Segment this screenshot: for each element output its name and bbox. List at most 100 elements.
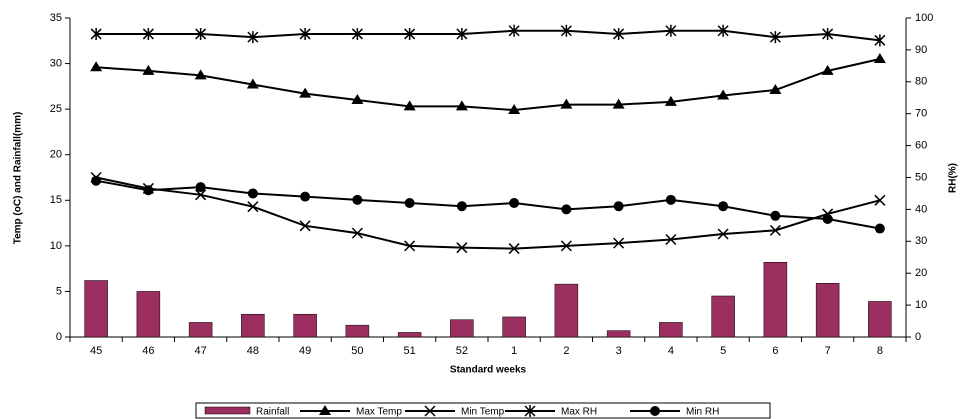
point	[664, 95, 677, 106]
x-tick-label: 2	[563, 345, 569, 357]
point	[143, 185, 154, 196]
point	[873, 53, 886, 64]
bar	[868, 301, 892, 338]
x-tick-label: 48	[247, 345, 259, 357]
point	[822, 213, 833, 224]
point	[874, 223, 885, 234]
point	[352, 194, 363, 205]
x-axis-title: Standard weeks	[450, 365, 527, 376]
point	[769, 224, 781, 236]
point	[299, 87, 312, 98]
y2-tick-label: 20	[915, 267, 927, 279]
point	[403, 100, 416, 111]
point	[142, 27, 154, 40]
legend-label: Max RH	[561, 407, 597, 418]
x-tick-label: 51	[404, 345, 416, 357]
x-tick-label: 6	[772, 345, 778, 357]
point	[300, 191, 311, 202]
x-tick-label: 5	[720, 345, 726, 357]
point	[299, 27, 311, 40]
point	[508, 243, 520, 255]
legend-marker	[650, 406, 660, 416]
point	[560, 98, 573, 109]
bar	[188, 322, 213, 338]
x-tick-label: 1	[511, 345, 517, 357]
legend-swatch	[204, 406, 251, 415]
y-tick-label: 35	[50, 12, 62, 24]
point	[247, 201, 259, 213]
y2-tick-label: 10	[915, 299, 927, 311]
x-tick-label: 50	[351, 345, 363, 357]
point	[247, 31, 259, 44]
point	[874, 194, 886, 206]
y-tick-label: 5	[56, 285, 62, 297]
y2-tick-label: 90	[915, 44, 927, 56]
y2-tick-label: 100	[915, 12, 933, 24]
y-tick-label: 15	[50, 194, 62, 206]
bar	[554, 283, 579, 338]
x-tick-label: 4	[668, 345, 674, 357]
bar	[815, 282, 840, 338]
legend-label: Min RH	[686, 407, 719, 418]
point	[246, 78, 259, 89]
bar	[397, 332, 422, 338]
bar	[136, 291, 161, 338]
point	[508, 24, 520, 37]
bar	[241, 313, 265, 338]
point	[613, 201, 624, 212]
bar	[659, 322, 683, 338]
y2-tick-label: 30	[915, 235, 927, 247]
y2-tick-label: 70	[915, 108, 927, 120]
point	[560, 24, 572, 37]
bar	[345, 324, 370, 338]
legend-marker	[524, 405, 536, 417]
point	[90, 61, 103, 72]
point	[561, 204, 572, 215]
y2-tick-label: 50	[915, 171, 927, 183]
point	[770, 210, 781, 221]
bar	[606, 330, 631, 338]
point	[90, 27, 102, 40]
legend-marker	[319, 405, 331, 415]
point	[560, 240, 572, 252]
y-tick-label: 30	[50, 57, 62, 69]
point	[194, 69, 207, 80]
x-tick-label: 45	[90, 345, 102, 357]
point	[456, 242, 468, 254]
point	[404, 27, 416, 40]
x-tick-label: 49	[299, 345, 311, 357]
bar	[84, 280, 108, 338]
x-tick-label: 47	[195, 345, 207, 357]
point	[404, 198, 415, 209]
point	[769, 84, 782, 95]
series-line	[96, 58, 881, 112]
x-tick-label: 8	[877, 345, 883, 357]
point	[665, 194, 676, 205]
y-axis-title: Temp (oC) and Rainfall(mm)	[13, 112, 24, 245]
point	[822, 27, 834, 40]
bar	[450, 319, 474, 338]
point	[509, 198, 520, 209]
point	[351, 94, 364, 105]
point	[91, 175, 102, 186]
point	[455, 100, 468, 111]
series-line	[95, 176, 881, 250]
bar	[711, 295, 735, 338]
point	[404, 240, 416, 252]
point	[769, 31, 781, 44]
y-tick-label: 0	[56, 331, 62, 343]
point	[195, 189, 207, 201]
legend-box	[195, 402, 771, 419]
legend-label: Rainfall	[256, 407, 289, 418]
point	[821, 64, 834, 75]
x-tick-label: 3	[616, 345, 622, 357]
y2-tick-label: 80	[915, 76, 927, 88]
x-tick-label: 52	[456, 345, 468, 357]
point	[665, 24, 677, 37]
point	[717, 24, 729, 37]
point	[195, 182, 206, 193]
x-tick-label: 46	[142, 345, 154, 357]
legend-label: Min Temp	[461, 407, 505, 418]
bar	[763, 262, 788, 338]
